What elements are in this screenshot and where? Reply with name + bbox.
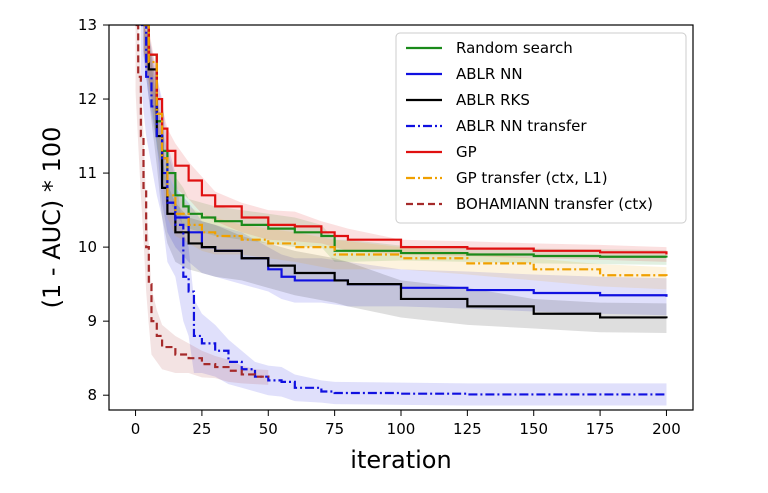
legend-label-gp-transfer-ctx-l1: GP transfer (ctx, L1)	[456, 169, 608, 187]
line-gp	[143, 25, 668, 255]
y-axis-ticks: 8 9 10 11 12 13	[78, 16, 109, 404]
x-tick-label: 25	[192, 420, 211, 438]
x-tick-label: 200	[652, 420, 681, 438]
confidence-bands	[135, 25, 667, 406]
y-axis-label: (1 - AUC) * 100	[38, 127, 66, 309]
x-tick-label: 175	[586, 420, 615, 438]
y-tick-label: 9	[87, 312, 97, 330]
line-bohamiann-transfer-ctx	[135, 25, 270, 378]
band-ablr-nn-transfer	[140, 25, 667, 406]
x-tick-label: 0	[131, 420, 141, 438]
legend-box	[395, 32, 687, 224]
series-lines	[135, 25, 668, 396]
x-tick-label: 75	[325, 420, 344, 438]
legend-label-ablr-nn: ABLR NN	[456, 65, 523, 83]
x-axis-ticks: 0 25 50 75 100 125 150 175 200	[131, 410, 681, 438]
band-ablr-nn	[143, 25, 667, 316]
line-gp-transfer-ctx-l1	[143, 25, 668, 279]
legend-label-ablr-nn-transfer: ABLR NN transfer	[456, 117, 587, 135]
legend-label-gp: GP	[456, 143, 477, 161]
band-ablr-rks	[143, 25, 667, 333]
legend-label-random-search: Random search	[456, 39, 573, 57]
line-random-search	[143, 25, 668, 258]
x-tick-label: 125	[453, 420, 482, 438]
legend-label-ablr-rks: ABLR RKS	[456, 91, 530, 109]
y-tick-label: 13	[78, 16, 97, 34]
y-tick-label: 10	[78, 238, 97, 256]
x-tick-label: 150	[519, 420, 548, 438]
x-tick-label: 100	[387, 420, 416, 438]
y-tick-label: 12	[78, 90, 97, 108]
y-tick-label: 11	[78, 164, 97, 182]
legend: Random search ABLR NN ABLR RKS ABLR NN tran…	[395, 32, 687, 224]
y-tick-label: 8	[87, 386, 97, 404]
line-ablr-rks	[143, 25, 668, 319]
x-axis-label: iteration	[350, 446, 451, 474]
legend-label-bohamiann-transfer-ctx: BOHAMIANN transfer (ctx)	[456, 195, 653, 213]
x-tick-label: 50	[259, 420, 278, 438]
